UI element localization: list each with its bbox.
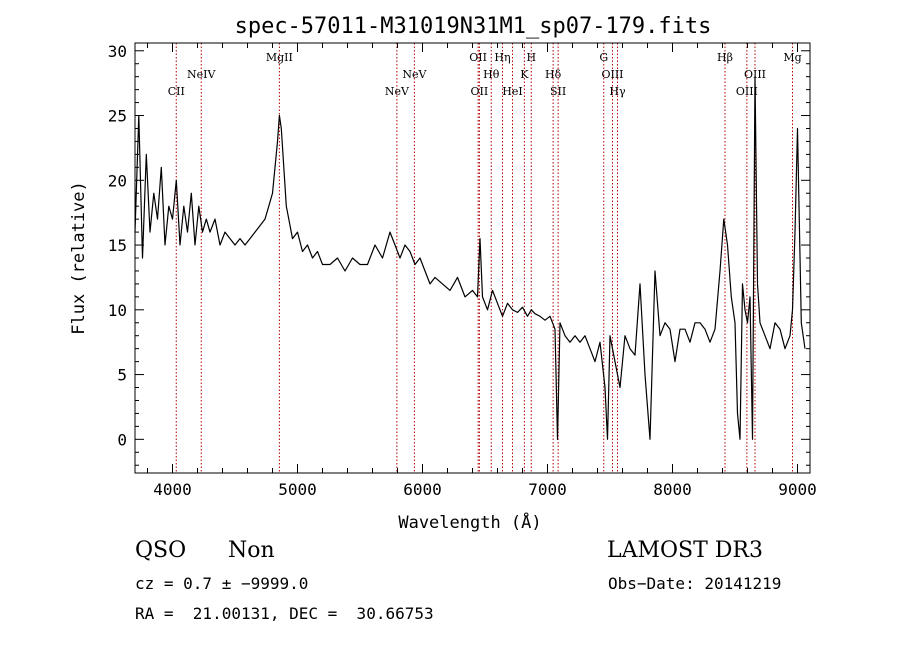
emission-line-label-20: Mg (783, 51, 801, 64)
x-tick-label-3: 7000 (528, 480, 567, 499)
sky-coordinates: RA = 21.00131, DEC = 30.66753 (135, 604, 434, 623)
emission-line-markers (175, 43, 793, 473)
spectrum-layer (134, 76, 806, 440)
y-tick-label-3: 15 (108, 236, 127, 255)
observation-date: Obs−Date: 20141219 (608, 574, 782, 593)
emission-line-label-6: OII (471, 85, 489, 98)
emission-line-label-19: OIII (744, 68, 766, 81)
emission-line-label-3: NeV (385, 85, 410, 98)
y-tick-label-5: 25 (108, 107, 127, 126)
emission-line-label-7: Hθ (483, 68, 500, 81)
emission-line-label-15: OIII (601, 68, 623, 81)
chart-title: spec-57011-M31019N31M1_sp07-179.fits (235, 14, 712, 39)
y-tick-label-6: 30 (108, 42, 127, 61)
object-class: QSO (135, 538, 187, 563)
emission-line-label-2: MgII (266, 51, 293, 64)
x-tick-label-0: 4000 (153, 480, 192, 499)
emission-line-label-13: SII (550, 85, 566, 98)
emission-line-label-9: HeI (502, 85, 522, 98)
spectrum-line (134, 76, 806, 440)
y-tick-label-2: 10 (108, 301, 127, 320)
emission-line-label-0: CII (168, 85, 185, 98)
emission-line-label-11: H (526, 51, 536, 64)
emission-line-label-18: OIII (736, 85, 758, 98)
axes: 4000 5000 6000 7000 8000 9000 0 5 10 15 20 25 30 (108, 42, 817, 499)
emission-line-label-16: Hγ (609, 85, 626, 98)
x-axis-label: Wavelength (Å) (398, 511, 541, 533)
emission-line-label-10: K (520, 68, 529, 81)
plot-frame (134, 42, 811, 474)
emission-line-label-5: OII (469, 51, 487, 64)
survey-name: LAMOST DR3 (607, 538, 763, 563)
emission-line-label-14: G (599, 51, 608, 64)
y-tick-label-1: 5 (117, 366, 127, 385)
emission-line-label-17: Hβ (717, 51, 733, 64)
x-tick-label-1: 5000 (278, 480, 317, 499)
object-subclass: Non (228, 538, 275, 563)
emission-line-label-12: Hδ (545, 68, 562, 81)
x-tick-label-5: 9000 (778, 480, 817, 499)
y-tick-label-0: 0 (117, 430, 127, 449)
redshift-value: cz = 0.7 ± −9999.0 (135, 574, 309, 593)
y-tick-label-4: 20 (108, 171, 127, 190)
emission-line-label-4: NeV (402, 68, 427, 81)
x-tick-label-4: 8000 (653, 480, 692, 499)
emission-line-label-8: Hη (494, 51, 510, 64)
x-tick-label-2: 6000 (403, 480, 442, 499)
emission-line-label-1: NeIV (187, 68, 216, 81)
y-axis-label: Flux (relative) (69, 181, 89, 335)
